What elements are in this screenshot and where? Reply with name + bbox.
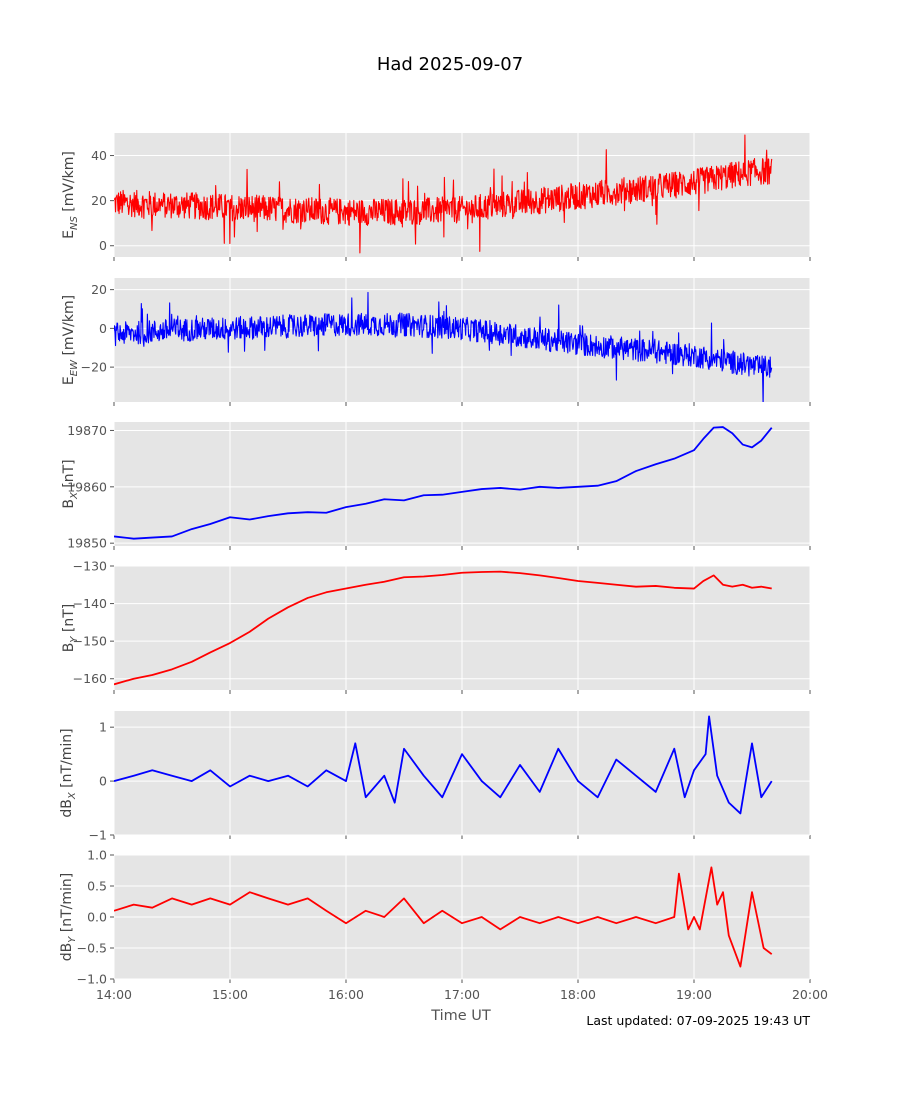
y-tick-label: 19870 <box>67 423 107 438</box>
y-axis-label: dBY [nT/min] <box>59 873 78 962</box>
x-axis-ticks: 14:00 15:00 16:00 17:00 18:00 19:00 20:00 <box>96 987 828 1002</box>
y-axis-label: BY [nT] <box>61 604 80 653</box>
x-tick-label: 17:00 <box>444 987 480 1002</box>
y-tick-label: 20 <box>91 193 107 208</box>
x-tick-label: 18:00 <box>560 987 596 1002</box>
series-line <box>114 291 773 402</box>
series-line <box>114 866 773 968</box>
panel-5: −1 0 1 dBX [nT/min] <box>59 711 811 843</box>
panel-2: −20 0 20 EEW [mV/km] <box>61 278 811 406</box>
last-updated-footer: Last updated: 07-09-2025 19:43 UT <box>586 1013 810 1028</box>
series-line <box>114 715 773 815</box>
x-tick-label: 14:00 <box>96 987 132 1002</box>
y-tick-label: 0 <box>99 774 107 789</box>
y-tick-label: 40 <box>91 148 107 163</box>
y-tick-label: −1 <box>89 828 107 843</box>
x-tick-label: 15:00 <box>212 987 248 1002</box>
x-axis-label: Time UT <box>430 1008 491 1024</box>
y-axis-label: dBX [nT/min] <box>59 728 78 817</box>
y-tick-label: 1.0 <box>87 848 107 863</box>
y-axis-label: BX [nT] <box>61 459 80 508</box>
y-tick-label: −20 <box>81 360 107 375</box>
y-tick-label: 19860 <box>67 479 107 494</box>
series-line <box>114 426 773 540</box>
panel-6: −1.0 −0.5 0.0 0.5 1.0 dBY [nT/min] <box>59 848 811 987</box>
y-tick-label: −0.5 <box>77 941 107 956</box>
panel-3: 19850 19860 19870 BX [nT] <box>61 422 811 551</box>
y-tick-label: −140 <box>73 596 107 611</box>
y-tick-label: −160 <box>73 671 107 686</box>
y-tick-label: −1.0 <box>77 972 107 987</box>
figure-title: Had 2025-09-07 <box>377 54 523 75</box>
panel-1: 0 20 40 ENS [mV/km] <box>61 133 811 261</box>
series-line <box>114 570 772 686</box>
y-tick-label: 0 <box>99 238 107 253</box>
y-tick-label: 1 <box>99 720 107 735</box>
y-tick-label: 0.0 <box>87 910 107 925</box>
panel-4: −160 −150 −140 −130 BY [nT] <box>61 559 811 694</box>
y-axis-label: EEW [mV/km] <box>61 295 80 385</box>
x-tick-label: 19:00 <box>676 987 712 1002</box>
y-tick-label: 20 <box>91 282 107 297</box>
y-tick-label: 0.5 <box>87 879 107 894</box>
y-axis-label: ENS [mV/km] <box>61 151 80 239</box>
y-tick-label: 0 <box>99 321 107 336</box>
series-line <box>114 134 773 254</box>
x-tick-label: 16:00 <box>328 987 364 1002</box>
y-tick-label: 19850 <box>67 536 107 551</box>
y-tick-label: −150 <box>73 634 107 649</box>
x-tick-label: 20:00 <box>792 987 828 1002</box>
y-tick-label: −130 <box>73 559 107 574</box>
